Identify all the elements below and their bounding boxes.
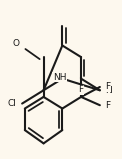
Text: O: O: [12, 39, 19, 48]
Text: NH: NH: [53, 73, 66, 82]
Text: Cl: Cl: [8, 99, 17, 108]
Text: N: N: [105, 86, 112, 95]
Text: F: F: [79, 85, 84, 94]
Text: F: F: [105, 101, 110, 110]
Text: F: F: [105, 83, 110, 91]
